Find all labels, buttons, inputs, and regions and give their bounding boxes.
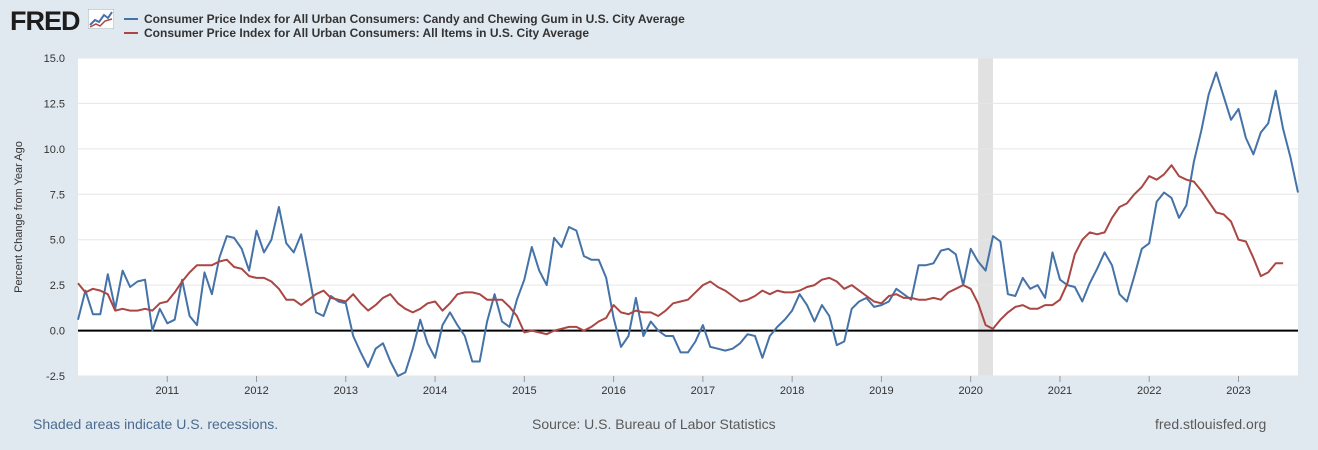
fred-chart-icon <box>88 9 114 29</box>
x-tick-label: 2016 <box>601 385 625 397</box>
recession-bar <box>978 58 993 376</box>
source-note: Source: U.S. Bureau of Labor Statistics <box>532 416 776 432</box>
legend-swatch-candy <box>124 18 138 20</box>
x-tick-label: 2012 <box>244 385 268 397</box>
line-chart: -2.50.02.55.07.510.012.515.0 2011 2012 201… <box>13 53 1299 397</box>
series-line-candy <box>77 71 1299 377</box>
x-tick-label: 2011 <box>155 385 179 397</box>
x-tick-label: 2015 <box>512 385 536 397</box>
recession-shading <box>978 58 993 376</box>
y-tick-label: 15.0 <box>44 53 65 65</box>
x-tick-label: 2013 <box>334 385 358 397</box>
series-group <box>77 71 1299 377</box>
fred-logo[interactable]: FRED <box>10 6 80 36</box>
x-tick-label: 2017 <box>691 385 715 397</box>
x-tick-label: 2018 <box>780 385 804 397</box>
x-tick-label: 2021 <box>1048 385 1072 397</box>
y-tick-label: 2.5 <box>50 280 65 292</box>
y-tick-labels: -2.5 0.0 2.5 5.0 7.5 10.0 12.5 15.0 <box>44 53 65 383</box>
y-axis-label: Percent Change from Year Ago <box>13 141 25 293</box>
x-tick-label: 2019 <box>869 385 893 397</box>
y-tick-label: 12.5 <box>44 98 65 110</box>
y-tick-label: 0.0 <box>50 326 65 338</box>
x-tick-label: 2020 <box>958 385 982 397</box>
y-tick-label: 10.0 <box>44 144 65 156</box>
recession-note: Shaded areas indicate U.S. recessions. <box>33 416 279 432</box>
legend-label-candy: Consumer Price Index for All Urban Consu… <box>144 12 685 26</box>
x-tick-label: 2014 <box>423 385 447 397</box>
site-link[interactable]: fred.stlouisfed.org <box>1155 416 1267 432</box>
y-tick-label: 7.5 <box>50 189 65 201</box>
plot-area <box>78 58 1298 376</box>
legend-item-all-items[interactable]: Consumer Price Index for All Urban Consu… <box>124 26 589 40</box>
x-tick-label: 2022 <box>1137 385 1161 397</box>
legend-item-candy[interactable]: Consumer Price Index for All Urban Consu… <box>124 12 685 26</box>
y-tick-label: -2.5 <box>46 371 65 383</box>
x-tick-label: 2023 <box>1226 385 1250 397</box>
y-tick-label: 5.0 <box>50 235 65 247</box>
x-tick-labels: 2011 2012 2013 2014 2015 2016 2017 2018 2019 2020… <box>155 385 1250 397</box>
series-line-all-items <box>77 164 1284 336</box>
legend-swatch-all-items <box>124 32 138 34</box>
legend-label-all-items: Consumer Price Index for All Urban Consu… <box>144 26 589 40</box>
